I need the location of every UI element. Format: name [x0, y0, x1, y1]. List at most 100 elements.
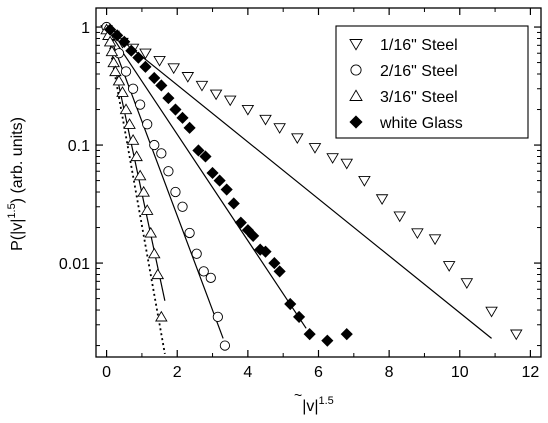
- data-point: [170, 186, 181, 198]
- data-points: [100, 21, 523, 351]
- data-point: [151, 268, 165, 280]
- fit-lines: [105, 26, 492, 355]
- data-point: [268, 257, 281, 270]
- data-point: [198, 266, 209, 277]
- data-point: [206, 166, 219, 180]
- x-tick-label: 4: [243, 364, 252, 381]
- legend-box: [335, 25, 529, 139]
- data-point: [148, 71, 161, 85]
- series-2: [100, 23, 168, 322]
- data-point: [109, 65, 122, 77]
- data-point: [411, 228, 424, 240]
- data-point: [142, 119, 153, 130]
- data-point: [155, 79, 168, 92]
- legend-marker: [350, 64, 362, 76]
- data-point: [181, 72, 195, 83]
- data-point: [227, 197, 240, 210]
- legend: 1/16" Steel 2/16" Steel 3/16" Steel white G…: [335, 25, 529, 139]
- data-point: [169, 103, 182, 116]
- data-point: [326, 153, 339, 164]
- data-point: [126, 134, 140, 145]
- data-point: [259, 245, 272, 258]
- data-point: [149, 139, 160, 151]
- data-point: [156, 148, 167, 159]
- data-point: [509, 329, 523, 341]
- data-point: [460, 278, 474, 289]
- y-tick-label: 1: [81, 20, 90, 37]
- data-point: [153, 55, 166, 67]
- data-point: [303, 328, 316, 341]
- data-point: [139, 60, 152, 73]
- data-point: [195, 80, 209, 92]
- data-point: [162, 92, 175, 105]
- data-point: [140, 204, 154, 215]
- fit-line: [106, 26, 224, 339]
- data-point: [340, 158, 354, 170]
- data-point: [199, 150, 212, 163]
- y-tick-label: 0.01: [59, 256, 90, 273]
- data-point: [205, 272, 216, 283]
- data-point: [137, 185, 150, 197]
- data-point: [177, 201, 188, 212]
- data-point: [116, 86, 129, 97]
- data-point: [284, 297, 297, 311]
- data-point: [219, 340, 231, 351]
- data-point: [125, 44, 138, 57]
- data-point: [213, 174, 226, 187]
- legend-marker: [349, 115, 363, 129]
- x-axis-label: |v|1.5: [302, 395, 334, 415]
- data-point: [442, 261, 456, 272]
- data-point: [176, 111, 189, 124]
- data-point: [358, 176, 371, 187]
- data-point: [192, 144, 205, 157]
- legend-label: white Glass: [379, 115, 463, 132]
- data-point: [259, 114, 272, 126]
- data-point: [291, 133, 304, 145]
- data-point: [308, 143, 322, 154]
- data-point: [428, 234, 442, 246]
- data-point: [273, 123, 286, 134]
- data-point: [130, 150, 143, 162]
- data-point: [123, 118, 136, 129]
- x-tick-label: 2: [173, 364, 182, 381]
- data-point: [104, 23, 117, 36]
- legend-marker: [349, 39, 363, 51]
- data-point: [340, 328, 353, 341]
- data-point: [111, 29, 124, 42]
- data-point: [184, 227, 195, 239]
- data-point: [234, 216, 247, 229]
- data-point: [209, 89, 223, 101]
- data-point: [155, 310, 168, 322]
- x-tick-label: 6: [314, 364, 323, 381]
- data-point: [321, 334, 334, 347]
- x-tick-label: 8: [385, 364, 394, 381]
- legend-label: 3/16" Steel: [380, 89, 458, 106]
- axis-ticks: 0 2 4 6 8 10 12 1 0.1 0.01: [59, 8, 541, 381]
- data-point: [393, 211, 407, 223]
- legend-label: 1/16" Steel: [380, 37, 458, 54]
- data-point: [223, 95, 237, 107]
- data-point: [183, 121, 196, 134]
- data-point: [120, 66, 132, 77]
- y-tick-label: 0.1: [68, 138, 90, 155]
- data-point: [163, 166, 174, 177]
- data-point: [135, 99, 146, 110]
- x-axis-label-tilde: ~: [294, 387, 302, 403]
- fit-line: [106, 27, 307, 329]
- data-point: [118, 35, 131, 48]
- data-point: [293, 310, 306, 323]
- data-point: [139, 48, 152, 60]
- data-point: [105, 45, 119, 57]
- data-point: [485, 306, 498, 318]
- data-point: [212, 311, 223, 323]
- data-point: [133, 169, 147, 181]
- legend-marker: [349, 89, 363, 101]
- data-point: [107, 56, 120, 68]
- data-point: [103, 35, 117, 47]
- data-point: [241, 104, 255, 116]
- x-tick-label: 10: [451, 364, 469, 381]
- data-point: [127, 83, 139, 94]
- data-point: [191, 248, 202, 259]
- data-point: [220, 183, 233, 196]
